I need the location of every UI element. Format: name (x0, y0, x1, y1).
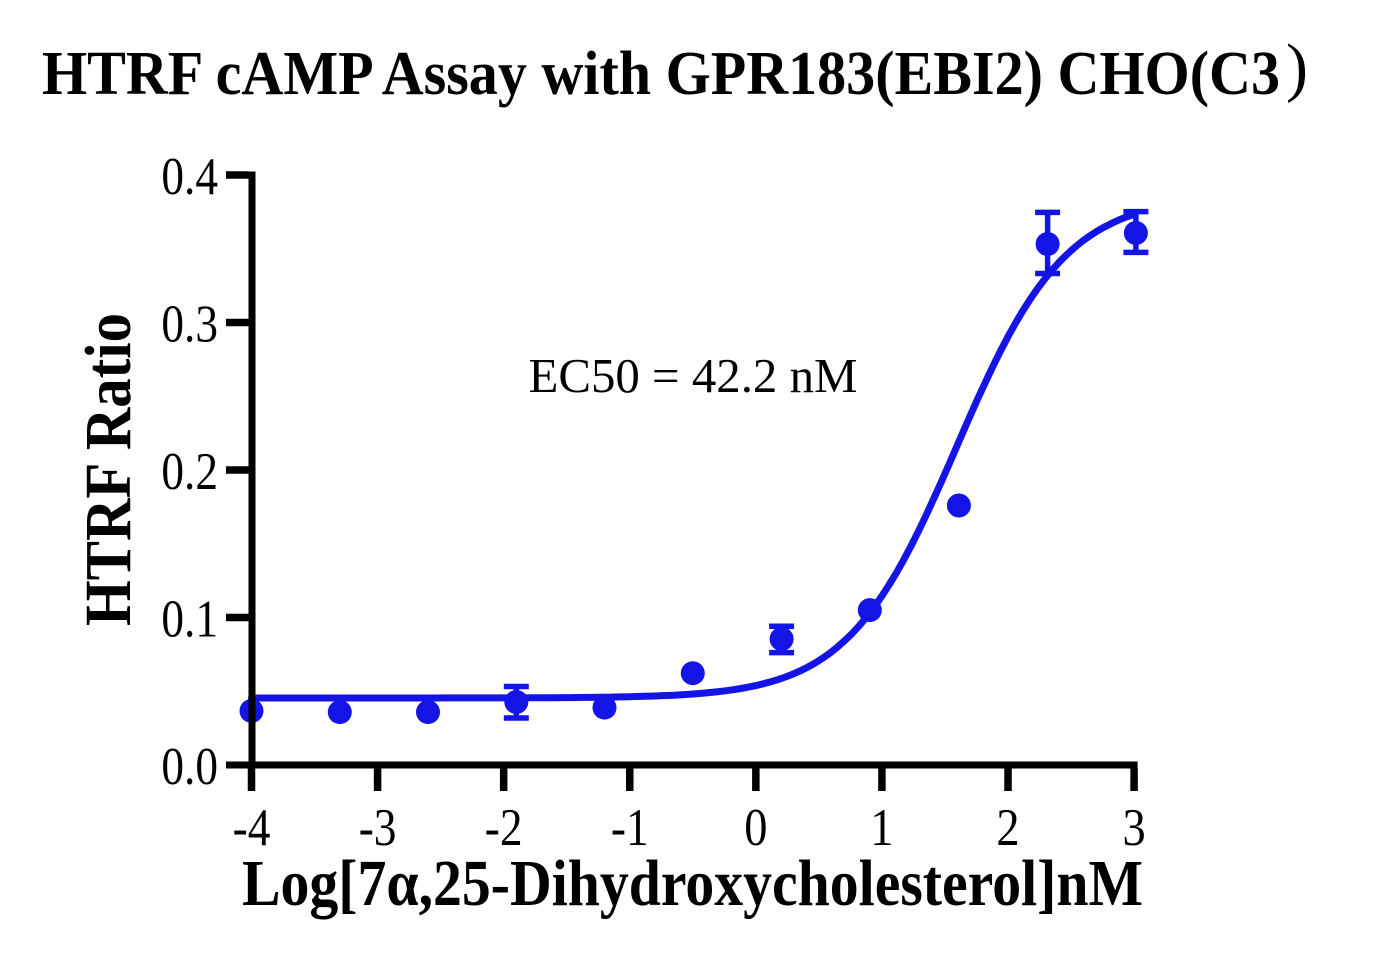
svg-text:0.3: 0.3 (161, 296, 218, 354)
svg-text:Log[7α,25-Dihydroxycholesterol: Log[7α,25-Dihydroxycholesterol]nM (242, 847, 1143, 920)
svg-text:0.0: 0.0 (161, 738, 218, 796)
svg-text:2: 2 (996, 799, 1019, 857)
svg-text:EC50 = 42.2 nM: EC50 = 42.2 nM (529, 348, 858, 403)
svg-text:HTRF Ratio: HTRF Ratio (72, 313, 145, 626)
svg-text:0: 0 (744, 799, 767, 857)
svg-text:0.2: 0.2 (161, 443, 218, 501)
svg-text:0.4: 0.4 (161, 148, 218, 206)
svg-text:-2: -2 (485, 799, 523, 857)
svg-text:0.1: 0.1 (161, 591, 218, 649)
svg-text:-1: -1 (611, 799, 649, 857)
svg-text:-3: -3 (359, 799, 397, 857)
svg-text:-4: -4 (233, 799, 271, 857)
svg-text:): ) (1286, 31, 1308, 104)
svg-text:3: 3 (1123, 799, 1146, 857)
svg-text:HTRF cAMP Assay with GPR183(EB: HTRF cAMP Assay with GPR183(EBI2) CHO(C3 (42, 40, 1280, 108)
svg-text:1: 1 (870, 799, 893, 857)
